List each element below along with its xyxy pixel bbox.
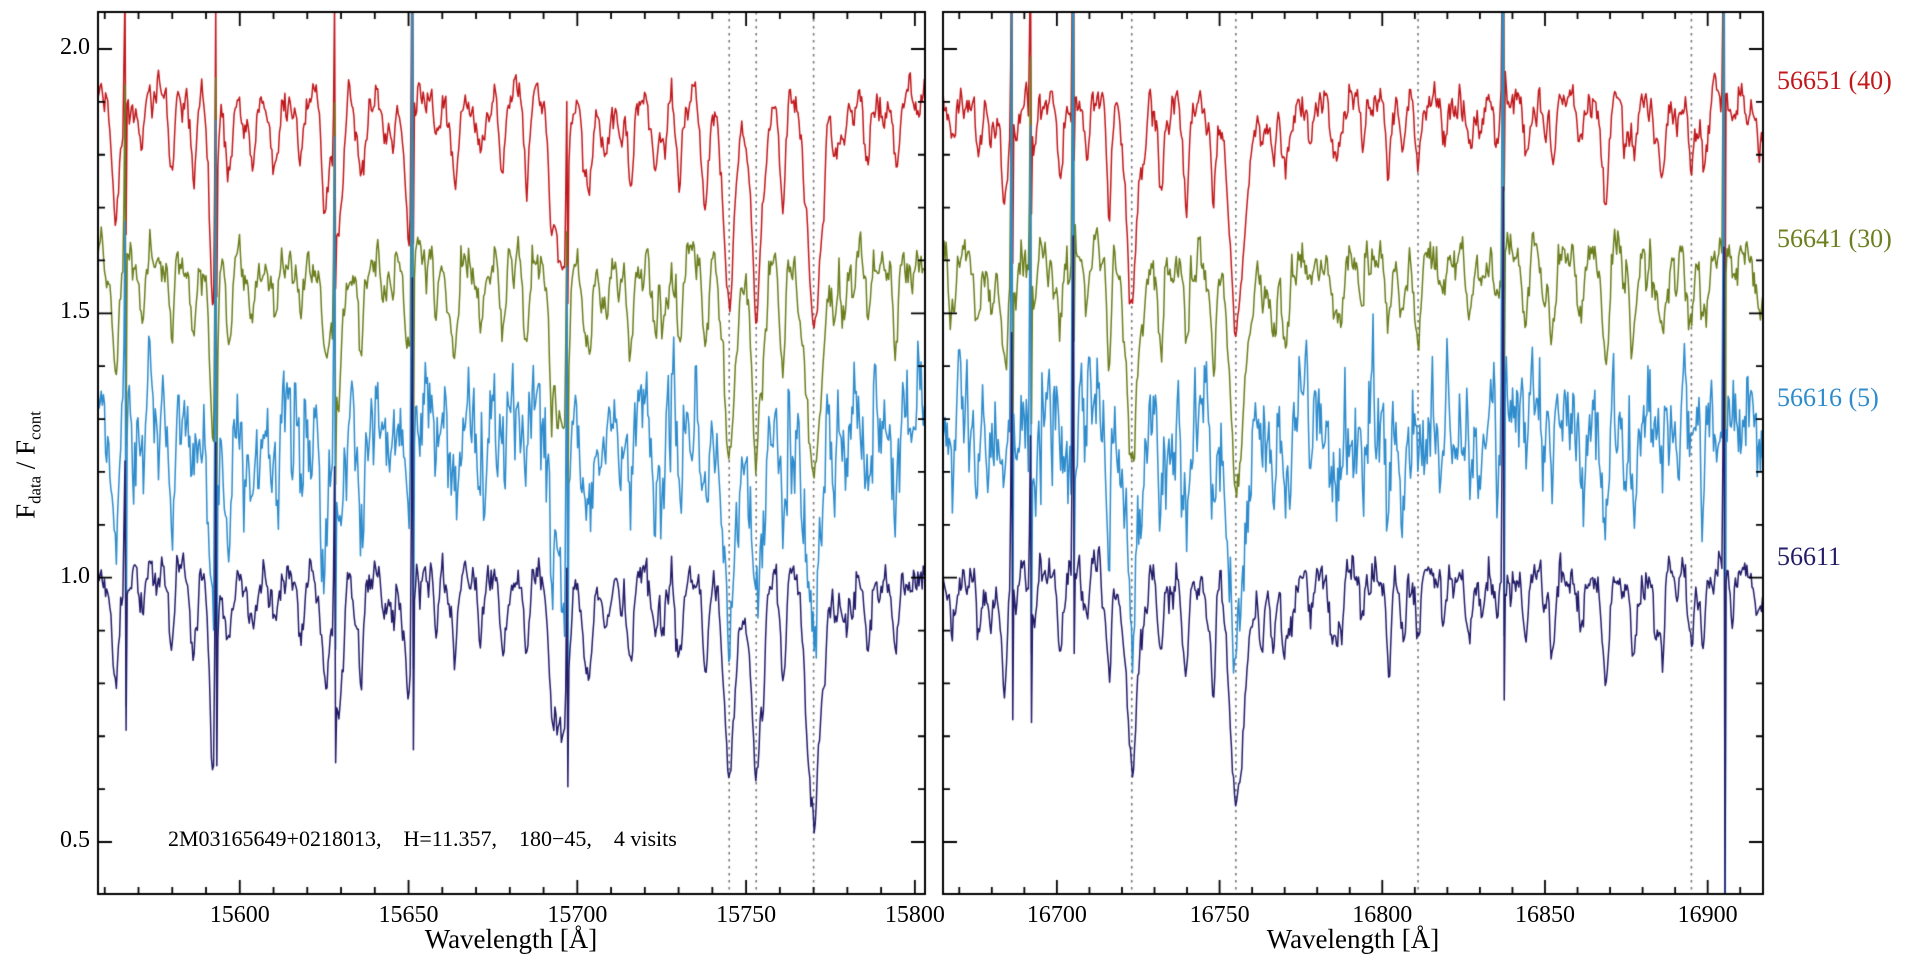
x-tick-label: 16800 (1352, 902, 1413, 928)
y-axis-label: Fdata / Fcont (10, 411, 45, 519)
x-tick-label: 16850 (1514, 902, 1575, 928)
x-tick-label: 16900 (1677, 902, 1738, 928)
visit-label: 56641 (30) (1777, 224, 1892, 254)
x-tick-label: 15800 (884, 902, 945, 928)
x-tick-label: 16750 (1189, 902, 1250, 928)
x-axis-label-left: Wavelength [Å] (424, 924, 598, 954)
y-tick-label: 1.0 (60, 562, 90, 589)
y-tick-label: 2.0 (60, 34, 90, 60)
x-axis-label-right: Wavelength [Å] (1266, 924, 1440, 954)
x-tick-label: 15700 (547, 902, 608, 928)
x-tick-label: 15750 (716, 902, 777, 928)
target-annotation: 2M03165649+0218013, H=11.357, 180−45, 4 … (168, 826, 677, 851)
y-tick-label: 1.5 (60, 298, 90, 325)
visit-label: 56611 (1777, 541, 1842, 571)
x-tick-label: 15650 (378, 902, 439, 928)
x-tick-label: 16700 (1026, 902, 1087, 928)
visit-label: 56651 (40) (1777, 65, 1892, 95)
visit-label: 56616 (5) (1777, 383, 1879, 413)
x-tick-label: 15600 (209, 902, 270, 928)
y-tick-label: 0.5 (60, 827, 90, 853)
